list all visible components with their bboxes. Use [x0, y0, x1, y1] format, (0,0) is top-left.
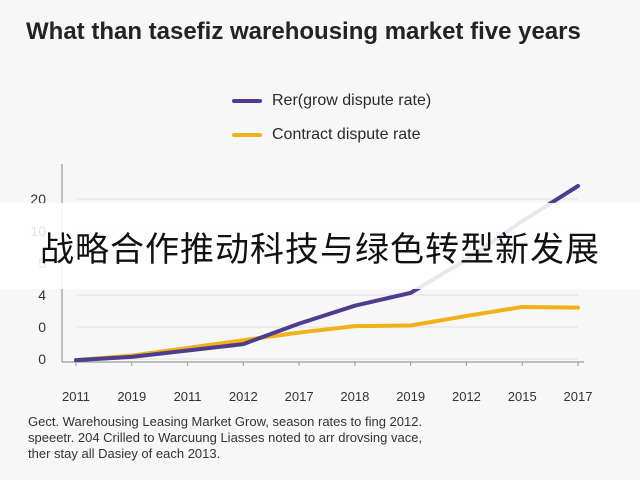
- legend-label-series-1: Rer(grow dispute rate): [272, 92, 432, 109]
- data-point-series-1: [185, 348, 190, 353]
- data-point-series-2: [353, 324, 357, 328]
- data-point-series-1: [241, 342, 245, 346]
- y-tick-label: 0: [38, 319, 46, 335]
- legend-swatch-series-1: [232, 99, 262, 103]
- x-tick-label: 2012: [229, 389, 258, 404]
- x-tick-label: 2018: [340, 389, 369, 404]
- legend-label-series-2: Contract dispute rate: [272, 126, 421, 143]
- footnote-line-3: ther stay all Dasiey of each 2013.: [28, 446, 221, 461]
- footnote-line-1: Gect. Warehousing Leasing Market Grow, s…: [28, 414, 423, 429]
- legend: Rer(grow dispute rate) Contract dispute …: [232, 84, 431, 152]
- data-point-series-2: [409, 323, 413, 328]
- overlay-banner: 战略合作推动科技与绿色转型新发展: [0, 203, 640, 289]
- legend-item-series-2: Contract dispute rate: [232, 118, 431, 152]
- data-point-series-2: [464, 314, 469, 318]
- y-tick-label: 0: [38, 351, 46, 367]
- x-tick-label: 2019: [396, 389, 425, 404]
- y-tick-label: 4: [38, 287, 46, 303]
- data-point-series-1: [297, 322, 301, 326]
- data-point-series-1: [74, 358, 78, 362]
- footnote: Gect. Warehousing Leasing Market Grow, s…: [28, 414, 618, 462]
- data-point-series-2: [520, 305, 524, 309]
- chart-title: What than tasefiz warehousing market fiv…: [26, 18, 581, 45]
- legend-swatch-series-2: [232, 133, 262, 137]
- x-tick-label: 2015: [508, 389, 537, 404]
- data-point-series-1: [409, 291, 413, 295]
- x-tick-label: 2017: [285, 389, 314, 404]
- footnote-line-2: speeetr. 204 Crilled to Warcuung Liasses…: [28, 430, 423, 445]
- data-point-series-1: [130, 355, 134, 359]
- data-point-series-2: [297, 330, 301, 335]
- x-tick-label: 2011: [174, 389, 202, 404]
- x-tick-label: 2019: [117, 389, 146, 404]
- x-tick-label: 2012: [452, 389, 481, 404]
- data-point-series-2: [576, 306, 580, 310]
- data-point-series-1: [353, 304, 357, 308]
- legend-item-series-1: Rer(grow dispute rate): [232, 84, 431, 118]
- x-tick-label: 2017: [564, 389, 593, 404]
- data-point-series-1: [576, 184, 580, 188]
- x-tick-label: 2011: [62, 389, 90, 404]
- data-point-series-2: [241, 338, 245, 342]
- overlay-caption: 战略合作推动科技与绿色转型新发展: [40, 229, 600, 270]
